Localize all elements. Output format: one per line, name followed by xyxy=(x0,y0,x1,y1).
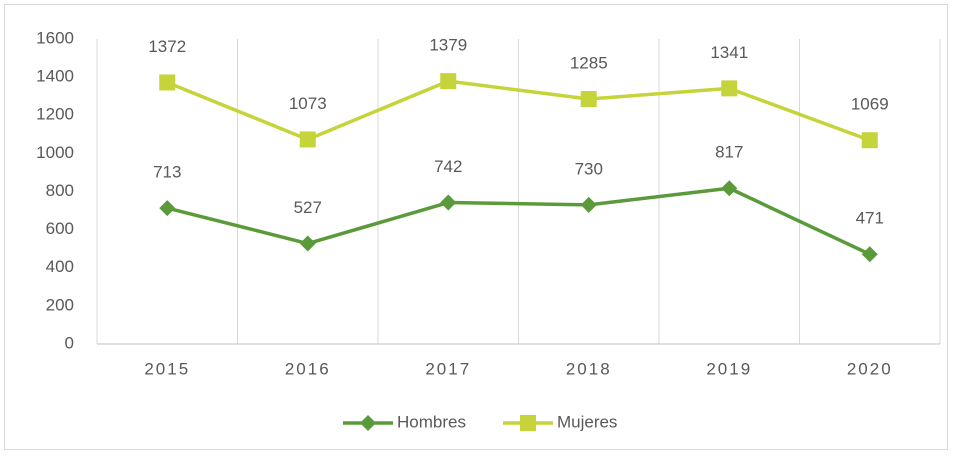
data-label: 471 xyxy=(856,209,884,228)
data-label: 1341 xyxy=(710,43,748,62)
legend-marker xyxy=(360,415,376,431)
series-line xyxy=(166,79,871,142)
data-label: 1069 xyxy=(851,95,889,114)
legend-item: Hombres xyxy=(343,412,466,431)
data-point xyxy=(721,80,738,97)
y-tick-label: 1200 xyxy=(36,105,74,124)
y-tick-label: 600 xyxy=(46,219,74,238)
data-point xyxy=(440,73,457,90)
data-label: 730 xyxy=(575,159,603,178)
data-point xyxy=(580,91,597,108)
x-tick-label: 2016 xyxy=(285,359,331,378)
y-tick-label: 200 xyxy=(46,295,74,314)
y-tick-label: 0 xyxy=(65,333,74,352)
y-tick-label: 1000 xyxy=(36,143,74,162)
y-tick-label: 800 xyxy=(46,181,74,200)
data-label: 1073 xyxy=(289,94,327,113)
data-label: 817 xyxy=(715,143,743,162)
legend-item: Mujeres xyxy=(502,412,617,431)
x-tick-label: 2015 xyxy=(144,359,190,378)
x-tick-label: 2019 xyxy=(706,359,752,378)
data-label: 742 xyxy=(434,157,462,176)
legend-label: Hombres xyxy=(397,412,466,431)
y-tick-label: 400 xyxy=(46,257,74,276)
legend-label: Mujeres xyxy=(557,412,617,431)
data-label: 1379 xyxy=(429,36,467,55)
x-tick-label: 2018 xyxy=(566,359,612,378)
data-point xyxy=(299,235,316,252)
data-label: 713 xyxy=(153,163,181,182)
data-label: 527 xyxy=(294,198,322,217)
chart-frame xyxy=(4,4,948,450)
data-label: 1285 xyxy=(570,54,608,73)
data-point xyxy=(299,131,316,148)
series-line xyxy=(166,186,871,256)
data-point xyxy=(440,194,457,211)
y-tick-label: 1600 xyxy=(36,28,74,47)
data-point xyxy=(159,74,176,91)
data-point xyxy=(721,180,738,197)
data-point xyxy=(159,200,176,217)
x-tick-label: 2020 xyxy=(847,359,893,378)
y-tick-label: 1400 xyxy=(36,67,74,86)
legend-marker xyxy=(519,415,536,431)
data-point xyxy=(861,132,878,149)
data-point xyxy=(580,196,597,213)
x-tick-label: 2017 xyxy=(425,359,471,378)
data-label: 1372 xyxy=(148,37,186,56)
data-point xyxy=(861,246,878,263)
